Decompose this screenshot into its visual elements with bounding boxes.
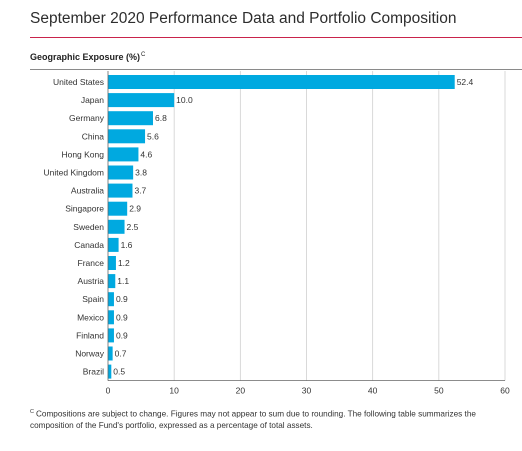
value-label: 1.6 — [121, 240, 133, 250]
bar — [108, 346, 113, 361]
value-label: 3.8 — [135, 168, 147, 178]
value-label: 10.0 — [176, 95, 193, 105]
footnote-marker: C — [30, 409, 34, 415]
chart-heading-footnote-marker: C — [141, 52, 146, 58]
bar — [108, 256, 116, 270]
bar — [108, 93, 175, 108]
footnote-text: Compositions are subject to change. Figu… — [30, 409, 476, 430]
category-label: United States — [53, 77, 104, 87]
bar — [108, 219, 125, 234]
bar — [108, 328, 114, 343]
chart-heading-text: Geographic Exposure (%) — [30, 52, 141, 62]
bar — [108, 183, 133, 198]
value-label: 2.9 — [129, 204, 141, 214]
x-tick-label: 60 — [500, 386, 510, 396]
value-label: 4.6 — [140, 149, 152, 159]
category-label: Norway — [75, 349, 105, 359]
value-label: 52.4 — [457, 77, 474, 87]
x-tick-label: 40 — [368, 386, 378, 396]
bar — [108, 111, 153, 126]
category-label: Sweden — [73, 222, 104, 232]
bar — [108, 237, 119, 252]
value-label: 0.5 — [113, 367, 125, 377]
chart-heading: Geographic Exposure (%)C — [30, 52, 145, 62]
bar — [108, 129, 146, 144]
category-label: Japan — [81, 95, 104, 105]
category-label: United Kingdom — [44, 168, 104, 178]
category-label: Brazil — [83, 367, 104, 377]
value-label: 0.9 — [116, 330, 128, 340]
x-tick-label: 50 — [434, 386, 444, 396]
category-label: France — [78, 258, 105, 268]
bar — [108, 364, 112, 379]
title-divider — [30, 37, 522, 38]
category-label: Australia — [71, 186, 104, 196]
category-label: Hong Kong — [61, 149, 104, 159]
bar — [108, 310, 114, 325]
category-label: Germany — [69, 113, 105, 123]
value-label: 0.9 — [116, 312, 128, 322]
value-label: 0.9 — [116, 294, 128, 304]
value-label: 6.8 — [155, 113, 167, 123]
bar — [108, 274, 116, 289]
bar — [108, 147, 139, 162]
heading-divider — [30, 69, 522, 70]
x-tick-label: 30 — [302, 386, 312, 396]
category-label: Finland — [76, 330, 104, 340]
category-label: Spain — [82, 294, 104, 304]
category-label: Austria — [78, 276, 105, 286]
value-label: 5.6 — [147, 131, 159, 141]
bar — [108, 165, 134, 180]
page-title: September 2020 Performance Data and Port… — [30, 10, 457, 27]
x-tick-label: 0 — [106, 386, 111, 396]
value-label: 1.1 — [117, 276, 129, 286]
category-label: Singapore — [65, 204, 104, 214]
footnote: C Compositions are subject to change. Fig… — [30, 407, 510, 431]
bar — [108, 201, 128, 216]
x-tick-label: 10 — [169, 386, 179, 396]
x-tick-label: 20 — [236, 386, 246, 396]
value-label: 0.7 — [115, 349, 127, 359]
value-label: 3.7 — [134, 186, 146, 196]
bar — [108, 75, 455, 89]
bar — [108, 292, 114, 307]
category-label: Mexico — [77, 312, 104, 322]
category-label: Canada — [74, 240, 104, 250]
category-label: China — [82, 131, 104, 141]
value-label: 1.2 — [118, 258, 130, 268]
value-label: 2.5 — [127, 222, 139, 232]
